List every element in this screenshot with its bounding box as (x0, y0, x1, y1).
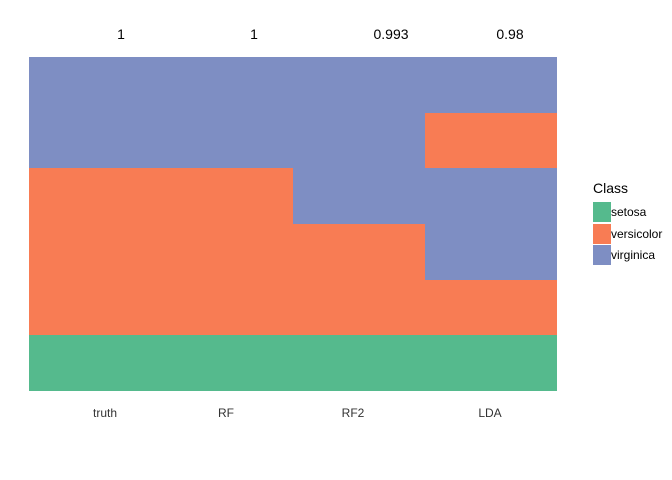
segment-versicolor (29, 168, 161, 335)
segment-versicolor (425, 280, 557, 335)
legend-keys: setosa versicolor virginica (593, 202, 662, 265)
segment-setosa (161, 335, 293, 391)
segment-versicolor (161, 168, 293, 335)
segment-virginica (161, 57, 293, 168)
top-value-LDA: 0.98 (496, 26, 524, 42)
legend-title: Class (593, 180, 629, 196)
legend-swatch-versicolor (593, 223, 611, 244)
segment-virginica (29, 57, 161, 168)
column-RF (161, 57, 293, 391)
legend-item-virginica: virginica (593, 245, 662, 265)
legend-swatch-virginica (593, 245, 611, 265)
top-value-RF: 1 (250, 26, 258, 42)
legend-item-versicolor: versicolor (593, 223, 663, 244)
segment-virginica (425, 57, 557, 113)
segment-versicolor (293, 224, 425, 335)
top-value-truth: 1 (117, 26, 125, 42)
segment-setosa (293, 335, 425, 391)
legend-label-virginica: virginica (611, 248, 656, 262)
legend: Class setosa versicolor virginica (593, 180, 662, 265)
segment-versicolor (425, 113, 557, 168)
x-axis-label-LDA: LDA (478, 406, 502, 420)
legend-label-versicolor: versicolor (611, 226, 663, 241)
segment-setosa (425, 335, 557, 391)
column-RF2 (293, 57, 425, 391)
segment-virginica (425, 168, 557, 280)
x-axis-label-truth: truth (92, 406, 118, 420)
x-axis-label-RF2: RF2 (341, 406, 365, 420)
column-LDA (425, 57, 557, 391)
plot-area (29, 57, 557, 391)
legend-label-setosa: setosa (611, 205, 647, 219)
legend-item-setosa: setosa (593, 202, 662, 222)
segment-setosa (29, 335, 161, 391)
x-axis-label-RF: RF (218, 406, 234, 420)
legend-swatch-setosa (593, 202, 611, 222)
column-truth (29, 57, 161, 391)
top-value-RF2: 0.993 (373, 26, 409, 42)
segment-virginica (293, 57, 425, 224)
